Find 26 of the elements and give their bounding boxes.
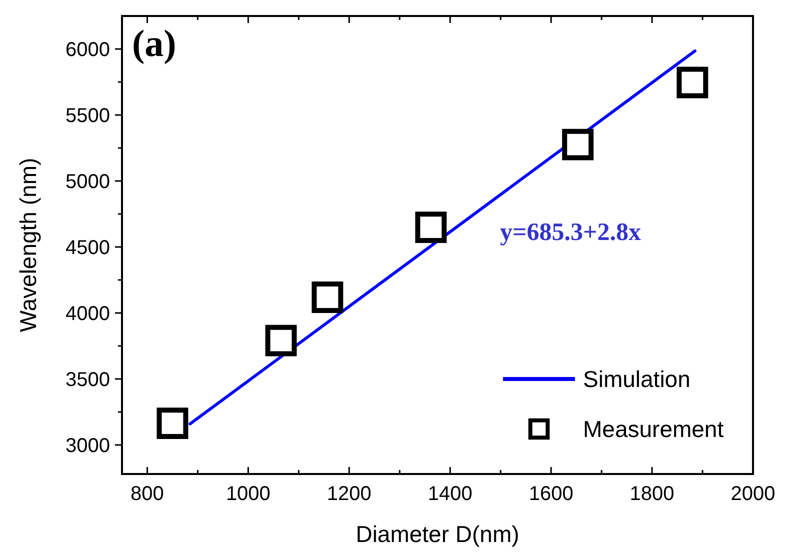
y-tick-label: 3000 (66, 434, 110, 457)
point (676, 66, 708, 98)
x-tick-label: 1800 (630, 483, 674, 505)
point (265, 324, 297, 356)
x-tick-label: 800 (130, 483, 164, 505)
x-tick-label: 1200 (326, 483, 372, 505)
y-tick-label: 4000 (66, 302, 110, 325)
y-tick-label: 3500 (66, 368, 110, 391)
y-tick-label: 4500 (66, 236, 110, 259)
annotation: (a) (132, 23, 176, 65)
x-tick-label: 1400 (428, 483, 472, 505)
y-tick-label: 5000 (66, 170, 110, 193)
x-tick-label: 2000 (730, 483, 776, 505)
x-tick-label: 1000 (226, 483, 270, 505)
y-axis-title: Wavelength (nm) (15, 158, 41, 332)
legend-label: Simulation (583, 366, 690, 392)
point (562, 128, 594, 160)
x-axis-title: Diameter D(nm) (356, 521, 520, 547)
annotation: y=685.3+2.8x (500, 219, 642, 246)
point (156, 408, 188, 440)
x-tick-label: 1600 (528, 483, 574, 505)
point (312, 282, 344, 313)
y-tick-label: 5500 (66, 104, 110, 127)
legend-label: Measurement (583, 416, 724, 442)
y-tick-label: 6000 (66, 38, 110, 61)
point (415, 212, 447, 244)
